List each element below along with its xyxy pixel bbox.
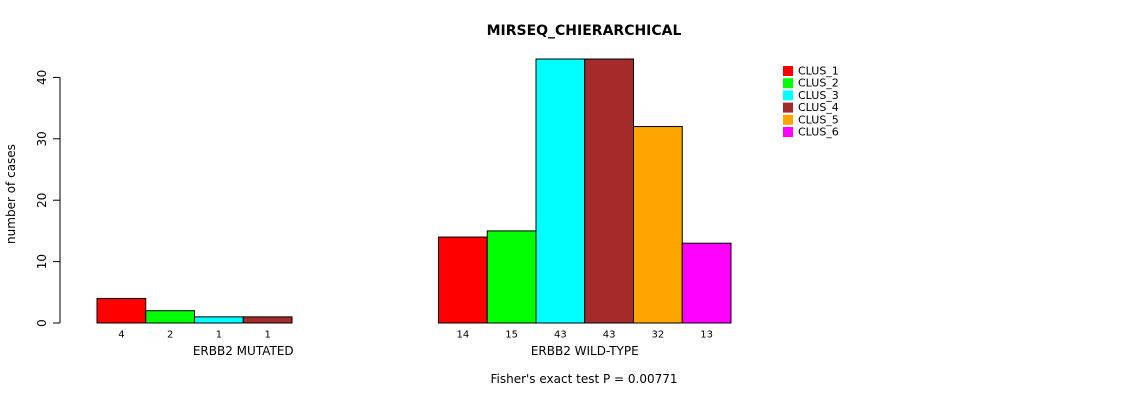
group-label: ERBB2 MUTATED <box>193 344 294 358</box>
legend-label: CLUS_2 <box>798 77 839 90</box>
count-label: 43 <box>603 330 616 341</box>
group-labels: ERBB2 MUTATED ERBB2 WILD-TYPE <box>193 344 639 358</box>
count-label: 15 <box>505 330 518 341</box>
legend-swatch-clus-6 <box>783 127 793 137</box>
legend-swatch-clus-5 <box>783 114 793 125</box>
bar-clus-1-group-2 <box>438 236 488 324</box>
legend-label: CLUS_6 <box>798 126 839 139</box>
y-axis: 0 10 20 30 40 <box>35 70 61 327</box>
bar-clus-4-group-2 <box>584 58 634 324</box>
bar-clus-3-group-1 <box>194 316 244 324</box>
count-label: 32 <box>652 330 665 341</box>
bar-clus-2-group-2 <box>486 230 537 324</box>
count-label: 2 <box>167 330 173 341</box>
bar-clus-2-group-1 <box>145 310 195 324</box>
bar-clus-3-group-2 <box>535 58 586 324</box>
legend-label: CLUS_5 <box>798 113 839 126</box>
legend-swatch-clus-1 <box>783 66 793 76</box>
count-labels: 4 2 1 1 14 15 43 43 32 13 <box>118 330 713 341</box>
chart-title: MIRSEQ_CHIERARCHICAL <box>487 23 682 39</box>
count-label: 14 <box>457 330 470 341</box>
legend-swatch-clus-3 <box>783 90 793 101</box>
bar-clus-6-group-2 <box>681 242 732 324</box>
count-label: 13 <box>700 330 713 341</box>
count-label: 4 <box>118 330 124 341</box>
y-tick-label: 0 <box>35 319 49 327</box>
y-tick-label: 40 <box>35 70 49 85</box>
y-tick-label: 20 <box>35 193 49 208</box>
count-label: 43 <box>554 330 567 341</box>
bars <box>96 58 732 324</box>
bar-clus-4-group-1 <box>242 316 293 324</box>
group-label: ERBB2 WILD-TYPE <box>531 344 639 358</box>
legend-label: CLUS_3 <box>798 89 839 102</box>
y-tick-label: 30 <box>35 131 49 146</box>
legend-label: CLUS_1 <box>798 65 839 78</box>
bar-clus-5-group-2 <box>633 126 683 324</box>
legend-swatch-clus-2 <box>783 78 793 89</box>
legend-swatch-clus-4 <box>783 102 793 113</box>
count-label: 1 <box>216 330 222 341</box>
y-tick-label: 10 <box>35 254 49 269</box>
y-axis-label: number of cases <box>4 144 18 244</box>
count-label: 1 <box>264 330 270 341</box>
fisher-test-text: Fisher's exact test P = 0.00771 <box>490 372 677 386</box>
legend-label: CLUS_4 <box>798 101 839 114</box>
bar-clus-1-group-1 <box>96 297 147 324</box>
